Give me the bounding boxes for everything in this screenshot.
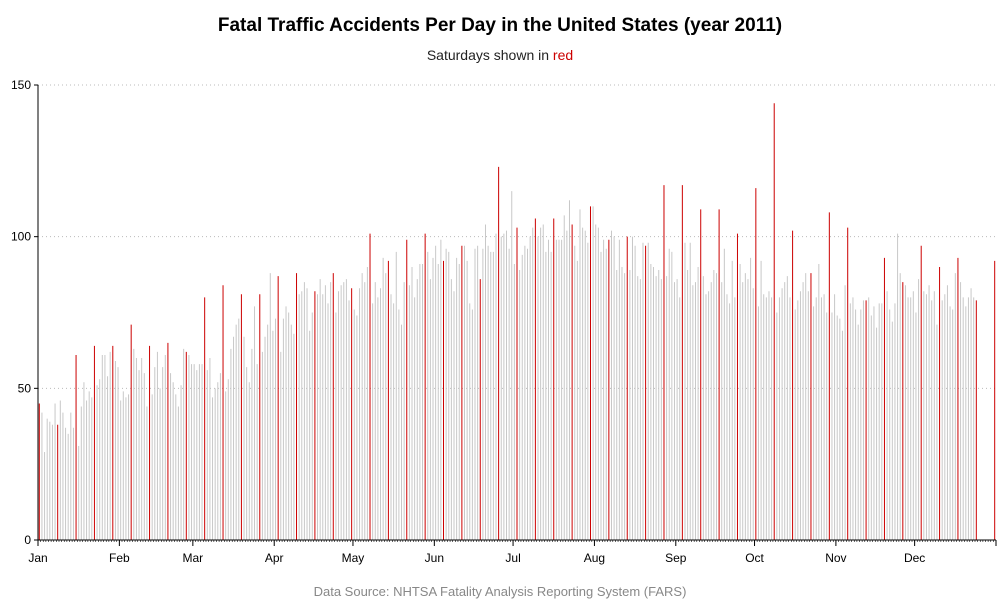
y-tick-label: 100 [11,230,31,244]
x-tick-label: Feb [109,551,130,565]
data-source-note: Data Source: NHTSA Fatality Analysis Rep… [313,584,687,599]
x-tick-label: Aug [584,551,605,565]
x-tick-label: Mar [183,551,204,565]
y-tick-label: 150 [11,78,31,92]
x-tick-label: Jul [505,551,520,565]
y-tick-label: 50 [18,381,32,395]
x-tick-label: Sep [665,551,687,565]
subtitle-highlight: red [552,47,574,63]
chart-title: Fatal Traffic Accidents Per Day in the U… [217,15,783,36]
x-tick-label: May [342,551,365,565]
subtitle-prefix: Saturdays shown in [426,47,553,63]
x-tick-label: Oct [745,551,764,565]
chart-subtitle: Saturdays shown in red [0,47,1000,63]
x-tick-label: Jan [28,551,47,565]
x-tick-label: Apr [265,551,284,565]
x-tick-label: Nov [825,551,846,565]
x-tick-label: Jun [425,551,444,565]
y-tick-label: 0 [24,533,31,547]
x-tick-label: Dec [904,551,925,565]
